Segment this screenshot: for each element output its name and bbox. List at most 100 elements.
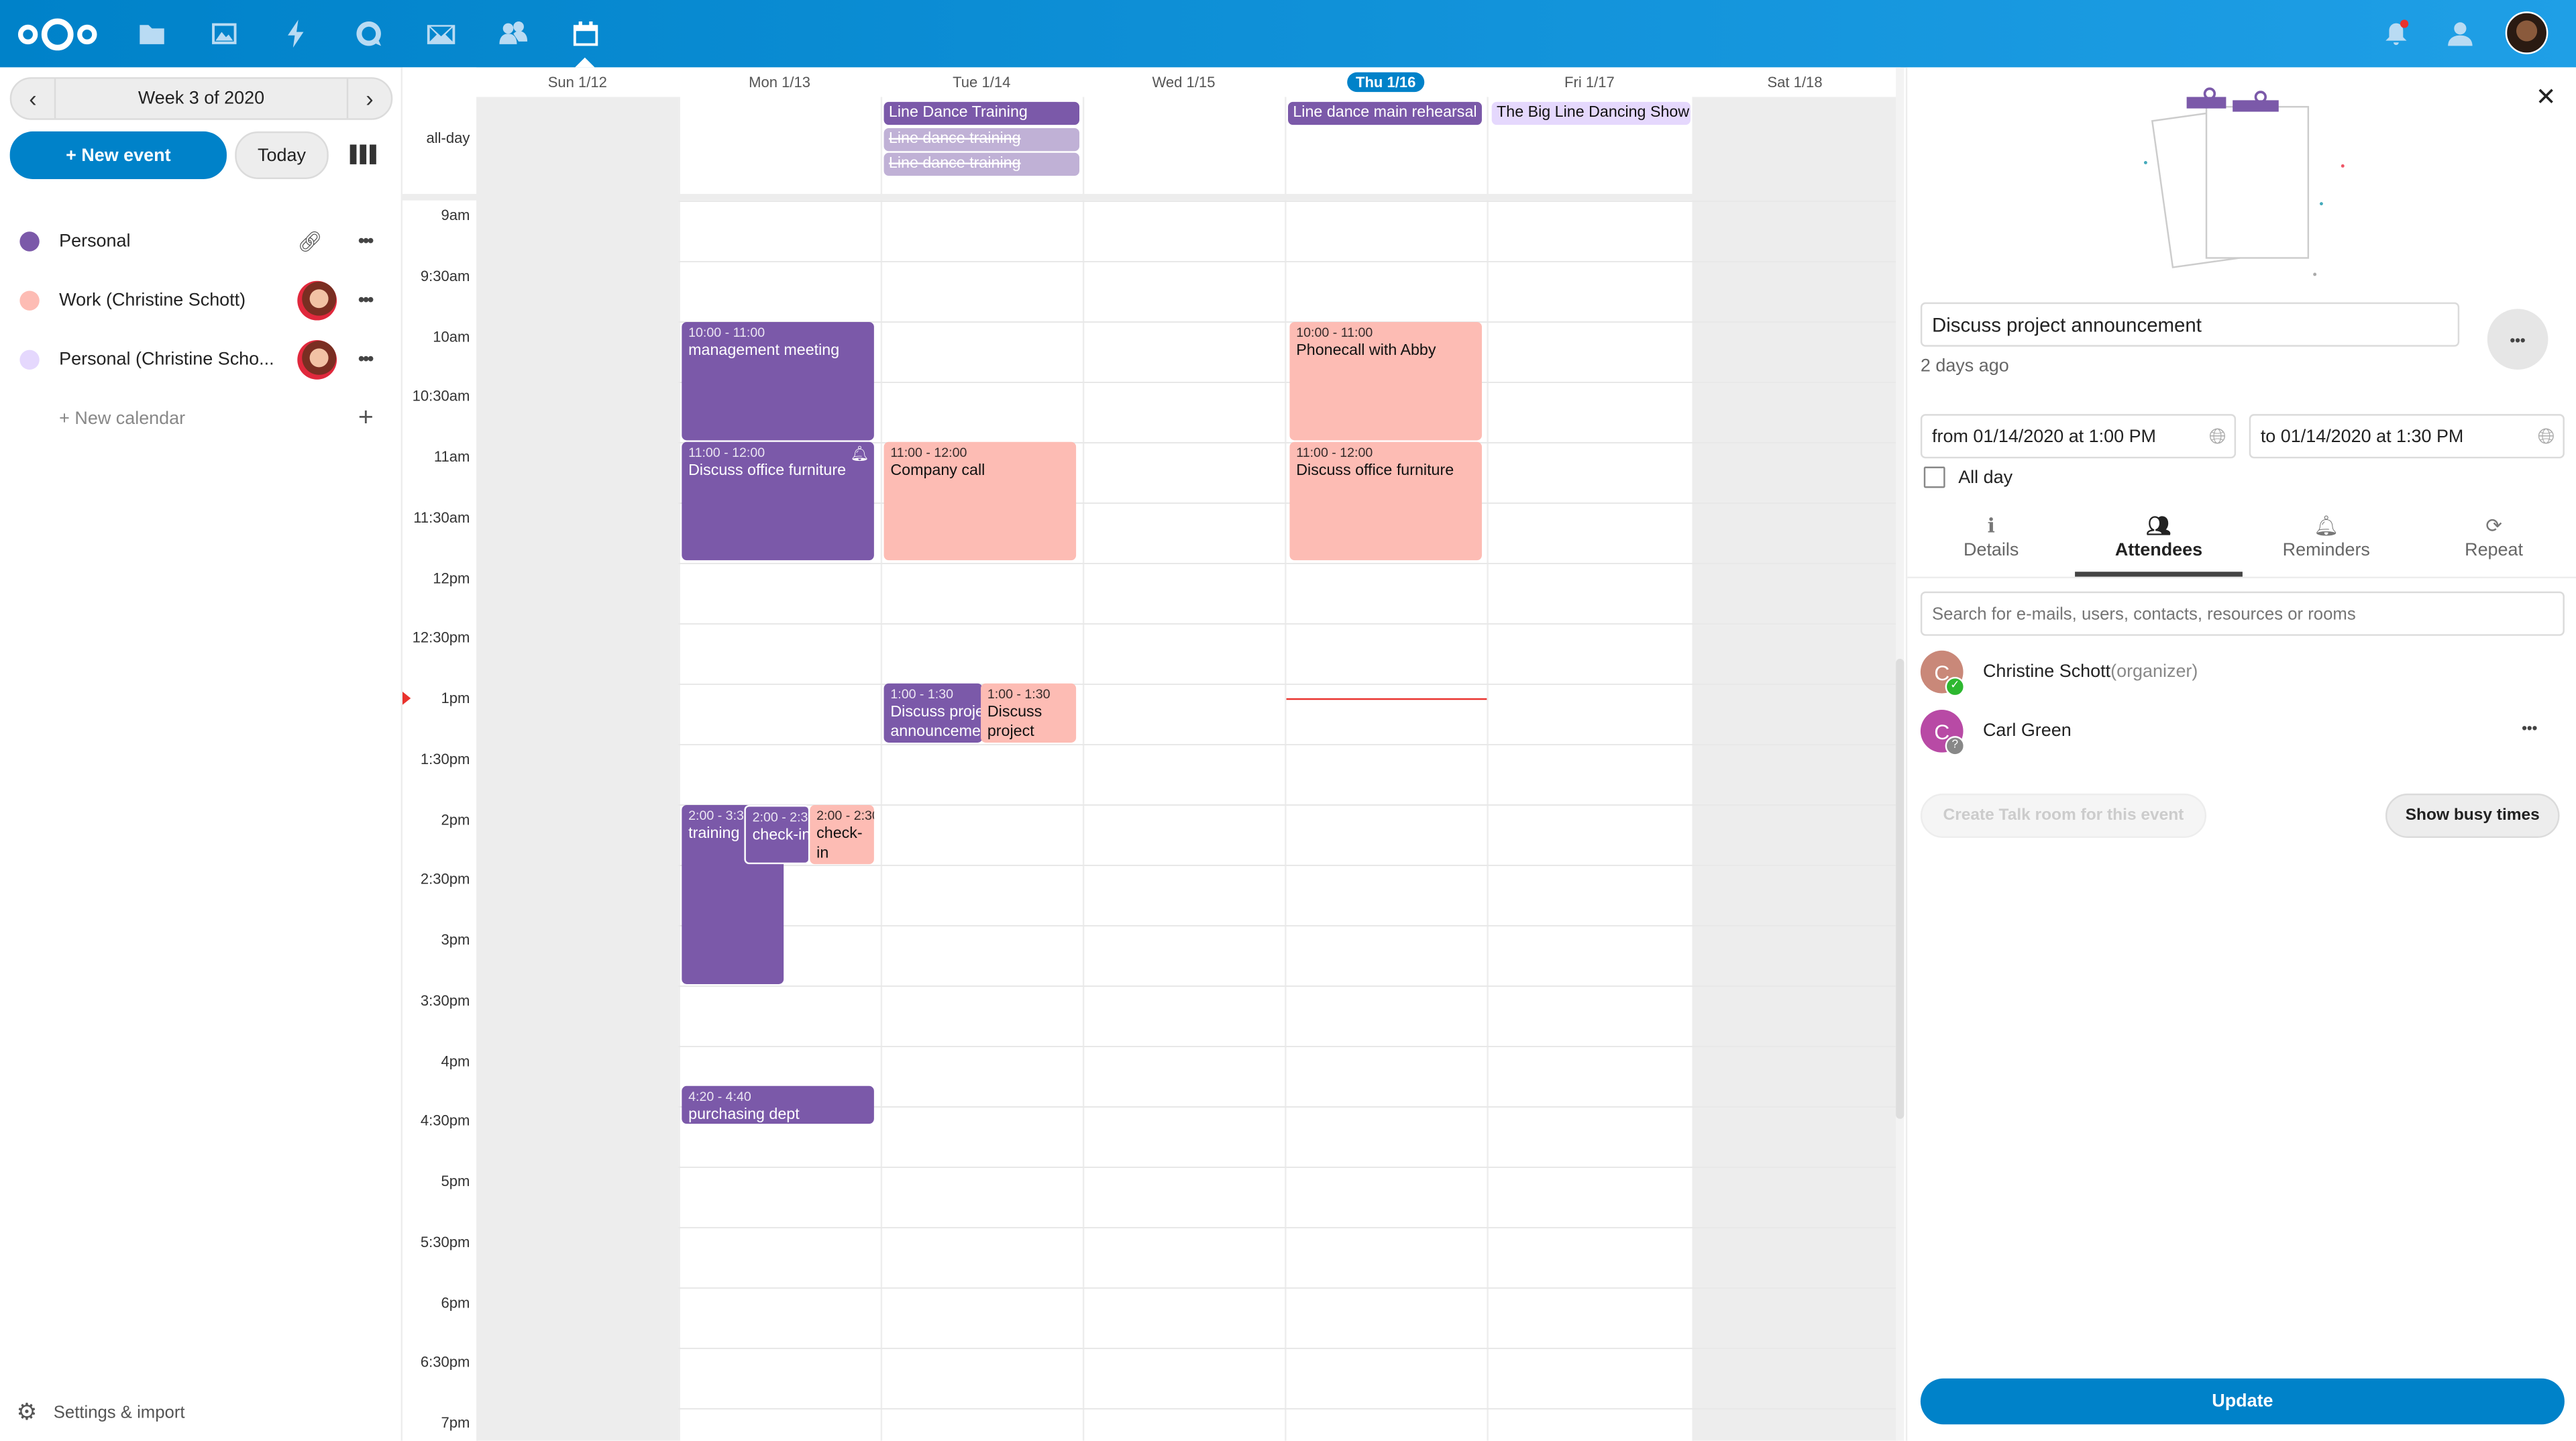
time-label: 5:30pm xyxy=(420,1233,470,1250)
event-time: 1:00 - 1:30 xyxy=(987,686,1051,702)
settings-button[interactable]: ⚙ Settings & import xyxy=(16,1398,184,1426)
settings-label: Settings & import xyxy=(53,1402,185,1422)
all-day-event[interactable]: Line Dance Training xyxy=(883,101,1079,125)
today-button[interactable]: Today xyxy=(235,131,329,179)
user-avatar[interactable] xyxy=(2505,11,2548,54)
start-date-input[interactable]: from 01/14/2020 at 1:00 PM 🌐︎ xyxy=(1920,414,2237,459)
plus-icon[interactable]: + xyxy=(358,404,374,433)
event[interactable]: 2:00 - 2:30 check-in xyxy=(810,805,874,865)
timezone-globe-icon[interactable]: 🌐︎ xyxy=(2537,423,2555,448)
previous-week-button[interactable]: ‹ xyxy=(11,78,56,119)
calendar-more-icon[interactable]: ••• xyxy=(358,290,374,311)
attendees-icon: 👥︎ xyxy=(2146,514,2171,537)
calendar-color-dot[interactable] xyxy=(19,350,40,370)
event[interactable]: 11:00 - 12:00 Company call xyxy=(883,441,1077,561)
show-busy-times-button[interactable]: Show busy times xyxy=(2385,793,2560,838)
files-icon[interactable] xyxy=(135,16,168,49)
nextcloud-logo-icon[interactable] xyxy=(16,15,98,54)
next-week-button[interactable]: › xyxy=(346,78,391,119)
calendar-item-work[interactable]: Work (Christine Schott) ••• xyxy=(0,271,402,330)
view-switcher-icon[interactable] xyxy=(350,144,376,164)
all-day-event[interactable]: Line dance training xyxy=(883,152,1079,176)
day-column[interactable] xyxy=(1285,97,1487,1441)
calendar-name: Work (Christine Schott) xyxy=(59,290,246,311)
scrollbar[interactable] xyxy=(1896,67,1904,1441)
event-title: management meeting xyxy=(688,341,840,360)
all-day-event[interactable]: The Big Line Dancing Show xyxy=(1491,101,1691,125)
event[interactable]: 4:20 - 4:40 purchasing dept xyxy=(682,1085,874,1124)
event[interactable]: 1:00 - 1:30 Discuss project xyxy=(981,683,1077,743)
attendee-row: C ? Carl Green ••• xyxy=(1920,709,2561,756)
event-time: 2:00 - 2:30 xyxy=(816,808,874,823)
checkbox-box[interactable] xyxy=(1923,466,1945,488)
calendar-more-icon[interactable]: ••• xyxy=(358,350,374,370)
tab-repeat[interactable]: ⟳ Repeat xyxy=(2410,515,2576,561)
calendar-color-dot[interactable] xyxy=(19,290,40,311)
calendar-color-dot[interactable] xyxy=(19,231,40,252)
day-header[interactable]: Sun 1/12 xyxy=(476,67,678,97)
day-column[interactable] xyxy=(1692,97,1898,1441)
activity-icon[interactable] xyxy=(279,16,312,49)
all-day-checkbox[interactable]: All day xyxy=(1923,466,2012,488)
event-title: training xyxy=(688,824,740,843)
day-header[interactable]: Thu 1/16 xyxy=(1285,67,1487,97)
day-header-label: Mon 1/13 xyxy=(749,74,811,91)
calendar-item-personal[interactable]: Personal 🔗︎ ••• xyxy=(0,212,402,271)
calendar-icon[interactable] xyxy=(568,16,601,49)
current-time-marker xyxy=(402,692,411,705)
day-header[interactable]: Fri 1/17 xyxy=(1487,67,1692,97)
day-header[interactable]: Mon 1/13 xyxy=(678,67,880,97)
day-header[interactable]: Sat 1/18 xyxy=(1692,67,1897,97)
event-editor-panel: ✕ Discuss project announcement ••• 2 day… xyxy=(1905,67,2576,1441)
close-icon[interactable]: ✕ xyxy=(2535,83,2557,112)
event[interactable]: 2:00 - 3:30 training xyxy=(682,805,784,984)
scrollbar-thumb[interactable] xyxy=(1896,659,1904,1119)
day-column[interactable] xyxy=(476,97,679,1441)
new-calendar-button[interactable]: + New calendar + xyxy=(0,389,402,448)
day-header[interactable]: Tue 1/14 xyxy=(881,67,1083,97)
share-link-icon[interactable]: 🔗︎ xyxy=(297,229,323,254)
day-column[interactable] xyxy=(880,97,1083,1441)
all-day-event[interactable]: Line dance main rehearsal xyxy=(1288,101,1482,125)
new-calendar-label: + New calendar xyxy=(59,409,186,429)
last-modified: 2 days ago xyxy=(1920,356,2009,376)
contacts-icon[interactable] xyxy=(496,16,529,49)
attendee-search-input[interactable] xyxy=(1920,591,2565,636)
more-actions-button[interactable]: ••• xyxy=(2487,309,2548,370)
event-title: check-in xyxy=(816,824,863,863)
tab-details[interactable]: ℹ Details xyxy=(1907,515,2075,561)
mail-icon[interactable] xyxy=(424,16,457,49)
day-header-label: Thu 1/16 xyxy=(1347,72,1424,93)
day-column[interactable] xyxy=(1487,97,1692,1441)
event[interactable]: 11:00 - 12:00 Discuss office furniture 🔔︎ xyxy=(682,441,874,561)
all-day-event[interactable]: Line dance training xyxy=(883,128,1079,152)
day-column[interactable] xyxy=(678,97,880,1441)
time-label: 6pm xyxy=(441,1293,470,1311)
day-column[interactable] xyxy=(1082,97,1285,1441)
talk-icon[interactable] xyxy=(352,16,384,49)
event[interactable]: 10:00 - 11:00 Phonecall with Abby xyxy=(1289,322,1482,441)
tab-attendees[interactable]: 👥︎ Attendees xyxy=(2075,515,2243,561)
update-button[interactable]: Update xyxy=(1920,1378,2565,1425)
tab-reminders[interactable]: 🔔︎ Reminders xyxy=(2243,515,2410,561)
notifications-icon[interactable] xyxy=(2379,16,2412,49)
calendar-item-personal-shared[interactable]: Personal (Christine Scho... ••• xyxy=(0,330,402,389)
calendar-more-icon[interactable]: ••• xyxy=(358,231,374,252)
time-label: 11:30am xyxy=(413,509,470,526)
end-date-input[interactable]: to 01/14/2020 at 1:30 PM 🌐︎ xyxy=(2249,414,2565,459)
create-talk-room-button[interactable]: Create Talk room for this event xyxy=(1920,793,2207,838)
event-time: 10:00 - 11:00 xyxy=(1296,325,1373,340)
event[interactable]: 10:00 - 11:00 management meeting xyxy=(682,322,874,441)
day-header[interactable]: Wed 1/15 xyxy=(1083,67,1285,97)
event-title-input[interactable]: Discuss project announcement xyxy=(1920,302,2460,347)
new-event-button[interactable]: + New event xyxy=(9,131,227,179)
info-icon: ℹ xyxy=(1987,514,1995,537)
event[interactable]: 11:00 - 12:00 Discuss office furniture xyxy=(1289,441,1482,561)
attendee-more-icon[interactable]: ••• xyxy=(2522,719,2538,737)
contacts-menu-icon[interactable] xyxy=(2443,16,2476,49)
timezone-globe-icon[interactable]: 🌐︎ xyxy=(2208,423,2226,448)
photos-icon[interactable] xyxy=(207,16,240,49)
week-label[interactable]: Week 3 of 2020 xyxy=(138,89,265,109)
event[interactable]: 2:00 - 2:30 check-in xyxy=(744,805,810,865)
